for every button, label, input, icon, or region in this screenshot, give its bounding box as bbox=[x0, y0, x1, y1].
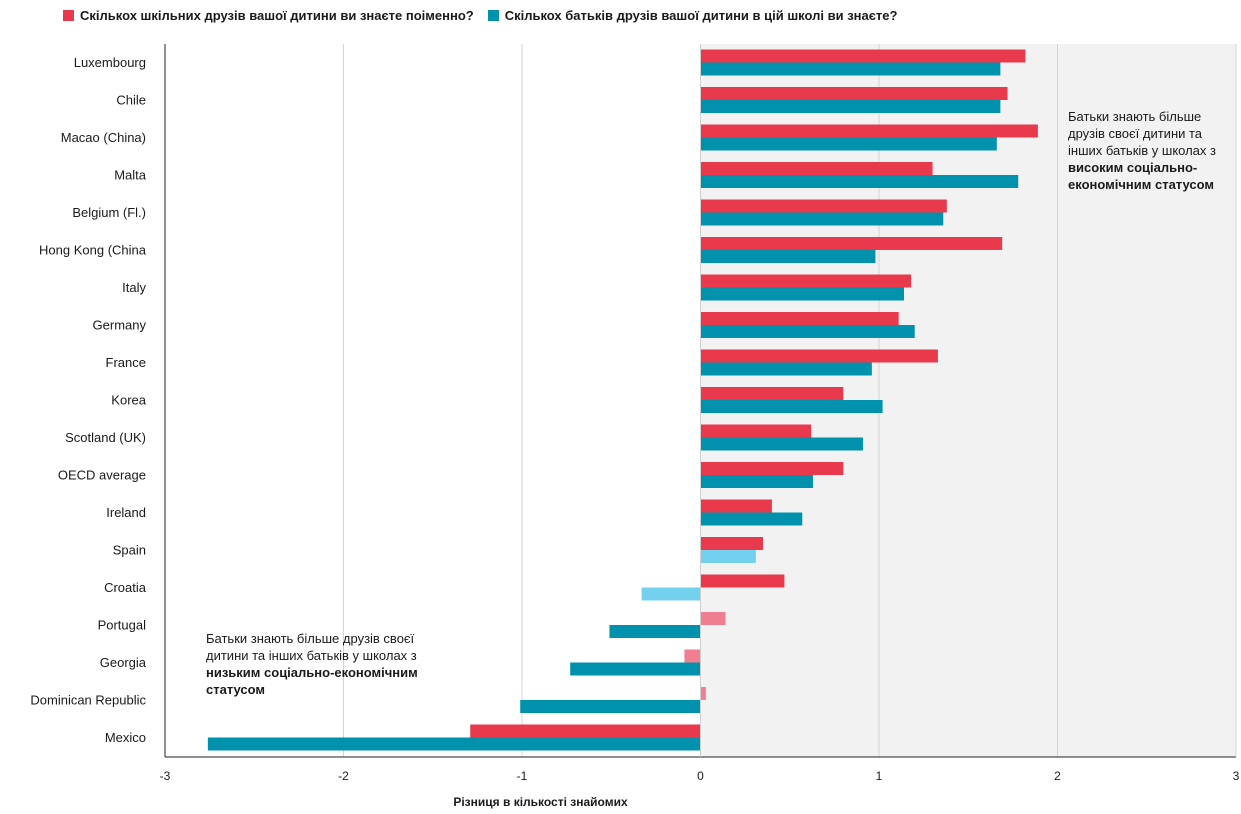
legend: Скількох шкільних друзів вашої дитини ви… bbox=[63, 8, 911, 23]
annotation-high-text: Батьки знають більше друзів своєї дитини… bbox=[1068, 109, 1216, 158]
bar-parents bbox=[700, 100, 1001, 113]
bar-parents bbox=[641, 587, 701, 601]
bar-friends bbox=[700, 349, 938, 363]
category-label: Germany bbox=[93, 318, 147, 333]
category-label: France bbox=[106, 355, 146, 370]
x-tick-label: 0 bbox=[697, 769, 704, 783]
bar-parents bbox=[700, 250, 876, 263]
bar-parents bbox=[700, 62, 1001, 76]
category-label: Portugal bbox=[98, 618, 147, 633]
category-label: Spain bbox=[113, 543, 146, 558]
category-label: Italy bbox=[122, 280, 146, 295]
bar-parents bbox=[700, 212, 944, 226]
x-axis-title: Різниця в кількості знайомих bbox=[453, 795, 628, 809]
bar-parents bbox=[700, 400, 883, 413]
bar-friends bbox=[700, 124, 1038, 138]
x-tick-labels: -3 -2 -1 0 1 2 3 bbox=[160, 769, 1240, 783]
category-label: Korea bbox=[111, 393, 146, 408]
annotation-low-bold: низьким соціально-економічним статусом bbox=[206, 665, 418, 697]
bar-parents bbox=[700, 175, 1019, 188]
category-labels: Luxembourg Chile Macao (China) Malta Belgium… bbox=[30, 55, 146, 745]
x-tick-label: -3 bbox=[160, 769, 171, 783]
category-label: OECD average bbox=[58, 468, 146, 483]
x-tick-label: 3 bbox=[1233, 769, 1240, 783]
bar-friends bbox=[684, 649, 701, 663]
bar-friends bbox=[700, 687, 706, 700]
bar-parents bbox=[207, 737, 701, 751]
bar-friends bbox=[700, 424, 812, 438]
x-tick-label: 2 bbox=[1054, 769, 1061, 783]
bar-parents bbox=[609, 625, 701, 638]
bar-parents bbox=[700, 325, 915, 338]
annotation-low-ses: Батьки знають більше друзів своєї дитини… bbox=[206, 630, 446, 698]
axes bbox=[164, 44, 1237, 758]
bar-friends bbox=[700, 537, 763, 550]
bar-parents bbox=[700, 362, 872, 376]
bar-parents bbox=[520, 700, 701, 713]
category-label: Luxembourg bbox=[74, 55, 146, 70]
legend-item-friends: Скількох шкільних друзів вашої дитини ви… bbox=[63, 8, 474, 23]
bar-parents bbox=[700, 512, 803, 526]
category-label: Malta bbox=[114, 168, 147, 183]
bar-parents bbox=[700, 287, 904, 301]
bar-friends bbox=[700, 87, 1008, 100]
legend-item-parents: Скількох батьків друзів вашої дитини в ц… bbox=[487, 8, 898, 23]
x-axis-title-wrap: Різниця в кількості знайомих bbox=[0, 795, 1241, 809]
category-label: Scotland (UK) bbox=[65, 430, 146, 445]
bar-friends bbox=[700, 237, 1003, 250]
bar-parents bbox=[570, 662, 701, 676]
legend-label-parents: Скількох батьків друзів вашої дитини в ц… bbox=[504, 8, 898, 23]
legend-swatch-friends bbox=[63, 10, 74, 21]
category-label: Mexico bbox=[105, 730, 146, 745]
bar-parents bbox=[700, 137, 997, 151]
bar-friends bbox=[700, 274, 912, 288]
bar-friends bbox=[470, 724, 701, 738]
annotation-low-text: Батьки знають більше друзів своєї дитини… bbox=[206, 631, 417, 663]
legend-label-friends: Скількох шкільних друзів вашої дитини ви… bbox=[80, 8, 474, 23]
bar-parents bbox=[700, 475, 813, 488]
annotation-high-ses: Батьки знають більше друзів своєї дитини… bbox=[1068, 108, 1233, 193]
category-label: Chile bbox=[116, 93, 146, 108]
bar-friends bbox=[700, 499, 772, 513]
bar-friends bbox=[700, 162, 933, 175]
bars bbox=[207, 49, 1038, 751]
bar-friends bbox=[700, 49, 1026, 63]
x-tick-label: 1 bbox=[876, 769, 883, 783]
bar-friends bbox=[700, 574, 785, 588]
legend-swatch-parents bbox=[487, 10, 499, 21]
x-tick-label: -2 bbox=[338, 769, 349, 783]
category-label: Ireland bbox=[106, 505, 146, 520]
bar-friends bbox=[700, 612, 726, 625]
bar-friends bbox=[700, 312, 899, 325]
annotation-high-bold: високим соціально-економічним статусом bbox=[1068, 160, 1215, 192]
bar-friends bbox=[700, 462, 844, 475]
bar-friends bbox=[700, 199, 947, 213]
category-label: Macao (China) bbox=[61, 130, 146, 145]
category-label: Belgium (Fl.) bbox=[72, 205, 146, 220]
category-label: Dominican Republic bbox=[30, 693, 146, 708]
bar-parents bbox=[700, 437, 863, 451]
x-tick-label: -1 bbox=[517, 769, 528, 783]
bar-friends bbox=[700, 387, 844, 400]
category-label: Hong Kong (China bbox=[39, 243, 147, 258]
category-label: Georgia bbox=[100, 655, 147, 670]
bar-parents bbox=[700, 550, 756, 563]
category-label: Croatia bbox=[104, 580, 147, 595]
